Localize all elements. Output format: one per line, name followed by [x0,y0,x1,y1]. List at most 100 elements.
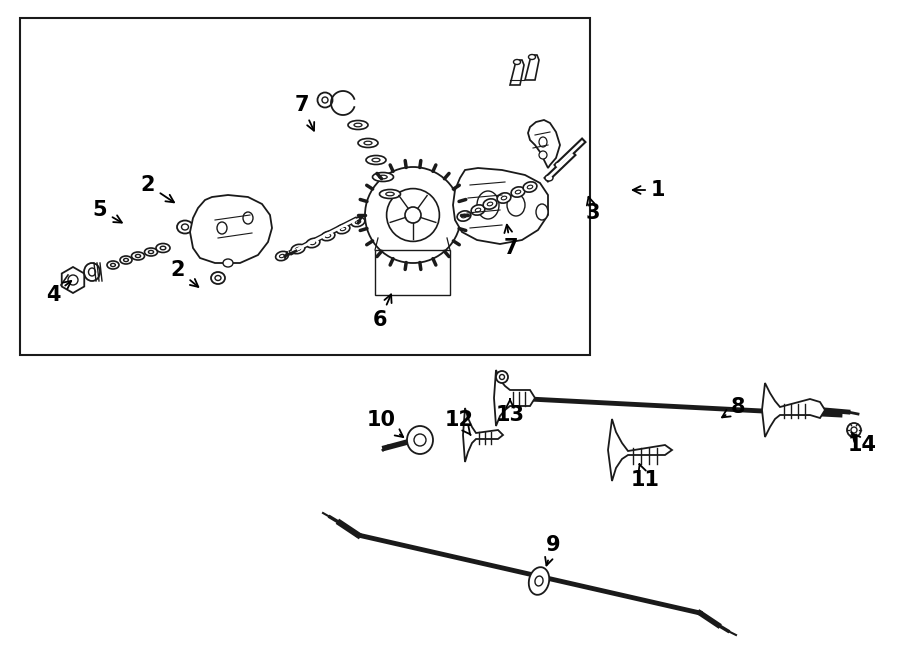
Ellipse shape [131,252,145,260]
Polygon shape [762,383,825,437]
Ellipse shape [528,54,536,59]
Ellipse shape [364,141,372,145]
Ellipse shape [111,263,115,266]
Ellipse shape [386,192,394,196]
Ellipse shape [373,173,393,182]
Text: 11: 11 [631,464,660,490]
Polygon shape [463,408,503,462]
Ellipse shape [340,227,346,231]
Ellipse shape [88,268,95,276]
Ellipse shape [501,196,507,200]
Ellipse shape [321,231,335,241]
Ellipse shape [354,123,362,127]
Polygon shape [528,120,560,168]
Ellipse shape [407,426,433,454]
Text: 3: 3 [586,197,600,223]
Ellipse shape [487,202,492,206]
Ellipse shape [223,259,233,267]
Polygon shape [190,195,272,263]
Text: 1: 1 [633,180,665,200]
Text: 8: 8 [722,397,745,417]
Ellipse shape [523,182,537,192]
Text: 13: 13 [496,399,525,425]
Text: 7: 7 [295,95,314,131]
Ellipse shape [295,247,301,251]
Ellipse shape [145,248,158,256]
Ellipse shape [387,188,439,241]
Ellipse shape [366,155,386,165]
Ellipse shape [217,222,227,234]
Ellipse shape [280,254,284,258]
Ellipse shape [107,261,119,269]
Ellipse shape [507,194,525,216]
Ellipse shape [177,221,193,233]
Ellipse shape [514,59,520,65]
Ellipse shape [123,258,129,262]
Ellipse shape [555,162,563,168]
Ellipse shape [536,204,548,220]
Polygon shape [62,267,85,293]
Ellipse shape [379,175,387,178]
Ellipse shape [477,191,499,219]
Text: 10: 10 [366,410,403,437]
Ellipse shape [847,423,861,437]
Ellipse shape [851,427,857,433]
Ellipse shape [462,214,467,218]
Ellipse shape [275,251,288,260]
Ellipse shape [156,243,170,253]
Text: 12: 12 [445,410,473,435]
Text: 14: 14 [848,432,877,455]
Ellipse shape [336,224,350,234]
Ellipse shape [527,185,533,189]
Text: 9: 9 [545,535,561,565]
Ellipse shape [211,272,225,284]
Ellipse shape [68,275,78,285]
Ellipse shape [306,239,319,248]
Text: 2: 2 [140,175,174,202]
Polygon shape [494,370,535,426]
Ellipse shape [496,371,508,383]
Ellipse shape [372,158,380,162]
Ellipse shape [516,190,521,194]
Ellipse shape [529,567,549,595]
Ellipse shape [356,220,361,223]
Ellipse shape [539,137,547,147]
Ellipse shape [414,434,426,446]
Text: 2: 2 [171,260,198,287]
Polygon shape [510,60,524,85]
Ellipse shape [322,97,328,103]
Ellipse shape [182,224,188,230]
Polygon shape [525,55,539,80]
Ellipse shape [310,241,316,245]
Text: 7: 7 [504,225,518,258]
Ellipse shape [511,187,525,197]
Ellipse shape [545,175,553,181]
Ellipse shape [535,576,543,586]
Ellipse shape [160,246,166,250]
Ellipse shape [405,207,421,223]
Ellipse shape [497,193,511,203]
Ellipse shape [365,167,461,263]
Ellipse shape [215,276,221,280]
Ellipse shape [318,93,332,108]
Ellipse shape [358,139,378,147]
Ellipse shape [471,205,485,215]
Ellipse shape [148,251,154,254]
Ellipse shape [325,234,330,238]
Ellipse shape [243,212,253,224]
Polygon shape [453,168,548,244]
Ellipse shape [351,217,364,227]
Ellipse shape [348,120,368,130]
Ellipse shape [380,190,400,198]
Ellipse shape [539,151,547,159]
Bar [20,18,590,355]
Ellipse shape [475,208,481,212]
Ellipse shape [483,199,497,209]
Polygon shape [608,419,672,481]
Text: 4: 4 [46,281,71,305]
Text: 5: 5 [93,200,122,223]
Bar [375,250,450,295]
Text: 6: 6 [373,294,392,330]
Ellipse shape [84,263,100,281]
Ellipse shape [457,211,471,221]
